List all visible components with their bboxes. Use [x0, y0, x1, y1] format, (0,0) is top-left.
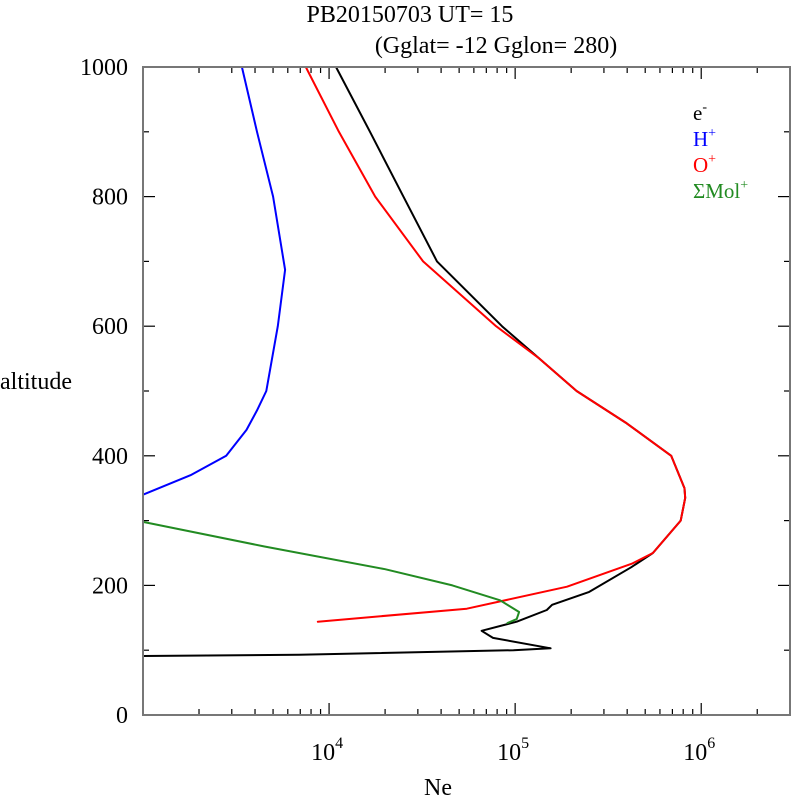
y-tick-label: 0	[116, 703, 128, 729]
chart-title: PB20150703 UT= 15	[307, 2, 514, 28]
y-tick-label: 800	[92, 185, 128, 211]
chart-subtitle: (Gglat= -12 Gglon= 280)	[375, 33, 617, 59]
x-tick-label: 105	[497, 735, 529, 766]
y-tick-label: 600	[92, 314, 128, 340]
y-tick-label: 400	[92, 444, 128, 470]
series-lines	[142, 66, 687, 657]
legend-entry: H+	[693, 126, 716, 151]
x-tick-label: 104	[311, 735, 343, 766]
legend: e-H+O+ΣMol+	[693, 100, 748, 203]
plot-frame	[142, 66, 791, 716]
legend-entry: e-	[693, 100, 707, 125]
legend-entry: ΣMol+	[693, 178, 748, 203]
series-line-mol	[142, 520, 521, 624]
x-axis-label: Ne	[424, 775, 452, 796]
x-tick-label: 106	[683, 735, 715, 766]
y-tick-label: 1000	[80, 55, 128, 81]
y-tick-label: 200	[92, 573, 128, 599]
y-axis-label: altitude	[0, 369, 72, 395]
series-line-e	[142, 66, 687, 657]
legend-entry: O+	[693, 152, 716, 177]
series-line-h	[142, 66, 287, 496]
tick-labels: 0 200 400 600 800 1000 104 105 106	[80, 55, 715, 766]
series-line-o	[304, 66, 687, 623]
